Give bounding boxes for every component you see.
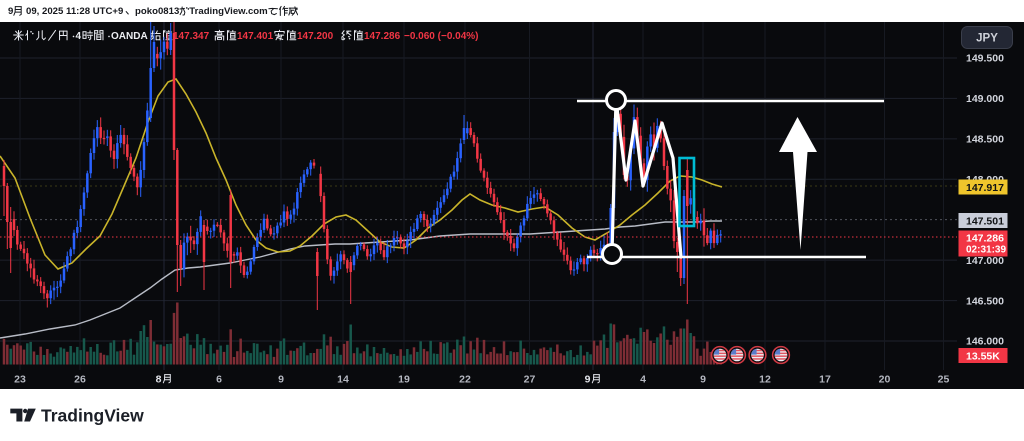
- svg-text:14: 14: [337, 374, 349, 386]
- svg-text:4: 4: [76, 31, 82, 42]
- svg-text:149.000: 149.000: [966, 93, 1004, 105]
- svg-text:JPY: JPY: [976, 33, 998, 45]
- svg-text:146.000: 146.000: [966, 336, 1004, 348]
- svg-text:147.286: 147.286: [966, 233, 1004, 245]
- svg-text:147.286: 147.286: [364, 31, 401, 42]
- svg-text:147.200: 147.200: [297, 31, 334, 42]
- svg-text:17: 17: [819, 374, 831, 386]
- svg-text:147.401: 147.401: [237, 31, 274, 42]
- svg-text:9: 9: [585, 374, 591, 386]
- svg-text:147.347: 147.347: [173, 31, 210, 42]
- svg-text:146.500: 146.500: [966, 295, 1004, 307]
- svg-text:147.917: 147.917: [966, 182, 1004, 194]
- svg-text:23: 23: [14, 374, 26, 386]
- svg-text:149.500: 149.500: [966, 53, 1004, 65]
- svg-text:22: 22: [459, 374, 471, 386]
- svg-text:20: 20: [879, 374, 891, 386]
- svg-text:13.55K: 13.55K: [966, 351, 1000, 363]
- svg-text:26: 26: [74, 374, 86, 386]
- svg-text:−0.060 (−0.04%): −0.060 (−0.04%): [404, 31, 479, 42]
- svg-text:147.501: 147.501: [966, 216, 1004, 228]
- svg-text:147.000: 147.000: [966, 255, 1004, 267]
- svg-text:9: 9: [278, 374, 284, 386]
- svg-text:25: 25: [938, 374, 950, 386]
- svg-text:12: 12: [759, 374, 771, 386]
- svg-text:OANDA: OANDA: [111, 31, 148, 42]
- svg-text:02:31:39: 02:31:39: [966, 245, 1006, 256]
- svg-text:4: 4: [640, 374, 646, 386]
- svg-text:TradingView: TradingView: [41, 406, 144, 426]
- svg-text:9: 9: [700, 374, 706, 386]
- svg-text:148.500: 148.500: [966, 134, 1004, 146]
- svg-text:27: 27: [524, 374, 536, 386]
- svg-text:8: 8: [156, 374, 162, 386]
- svg-text:6: 6: [216, 374, 222, 386]
- svg-text:19: 19: [398, 374, 410, 386]
